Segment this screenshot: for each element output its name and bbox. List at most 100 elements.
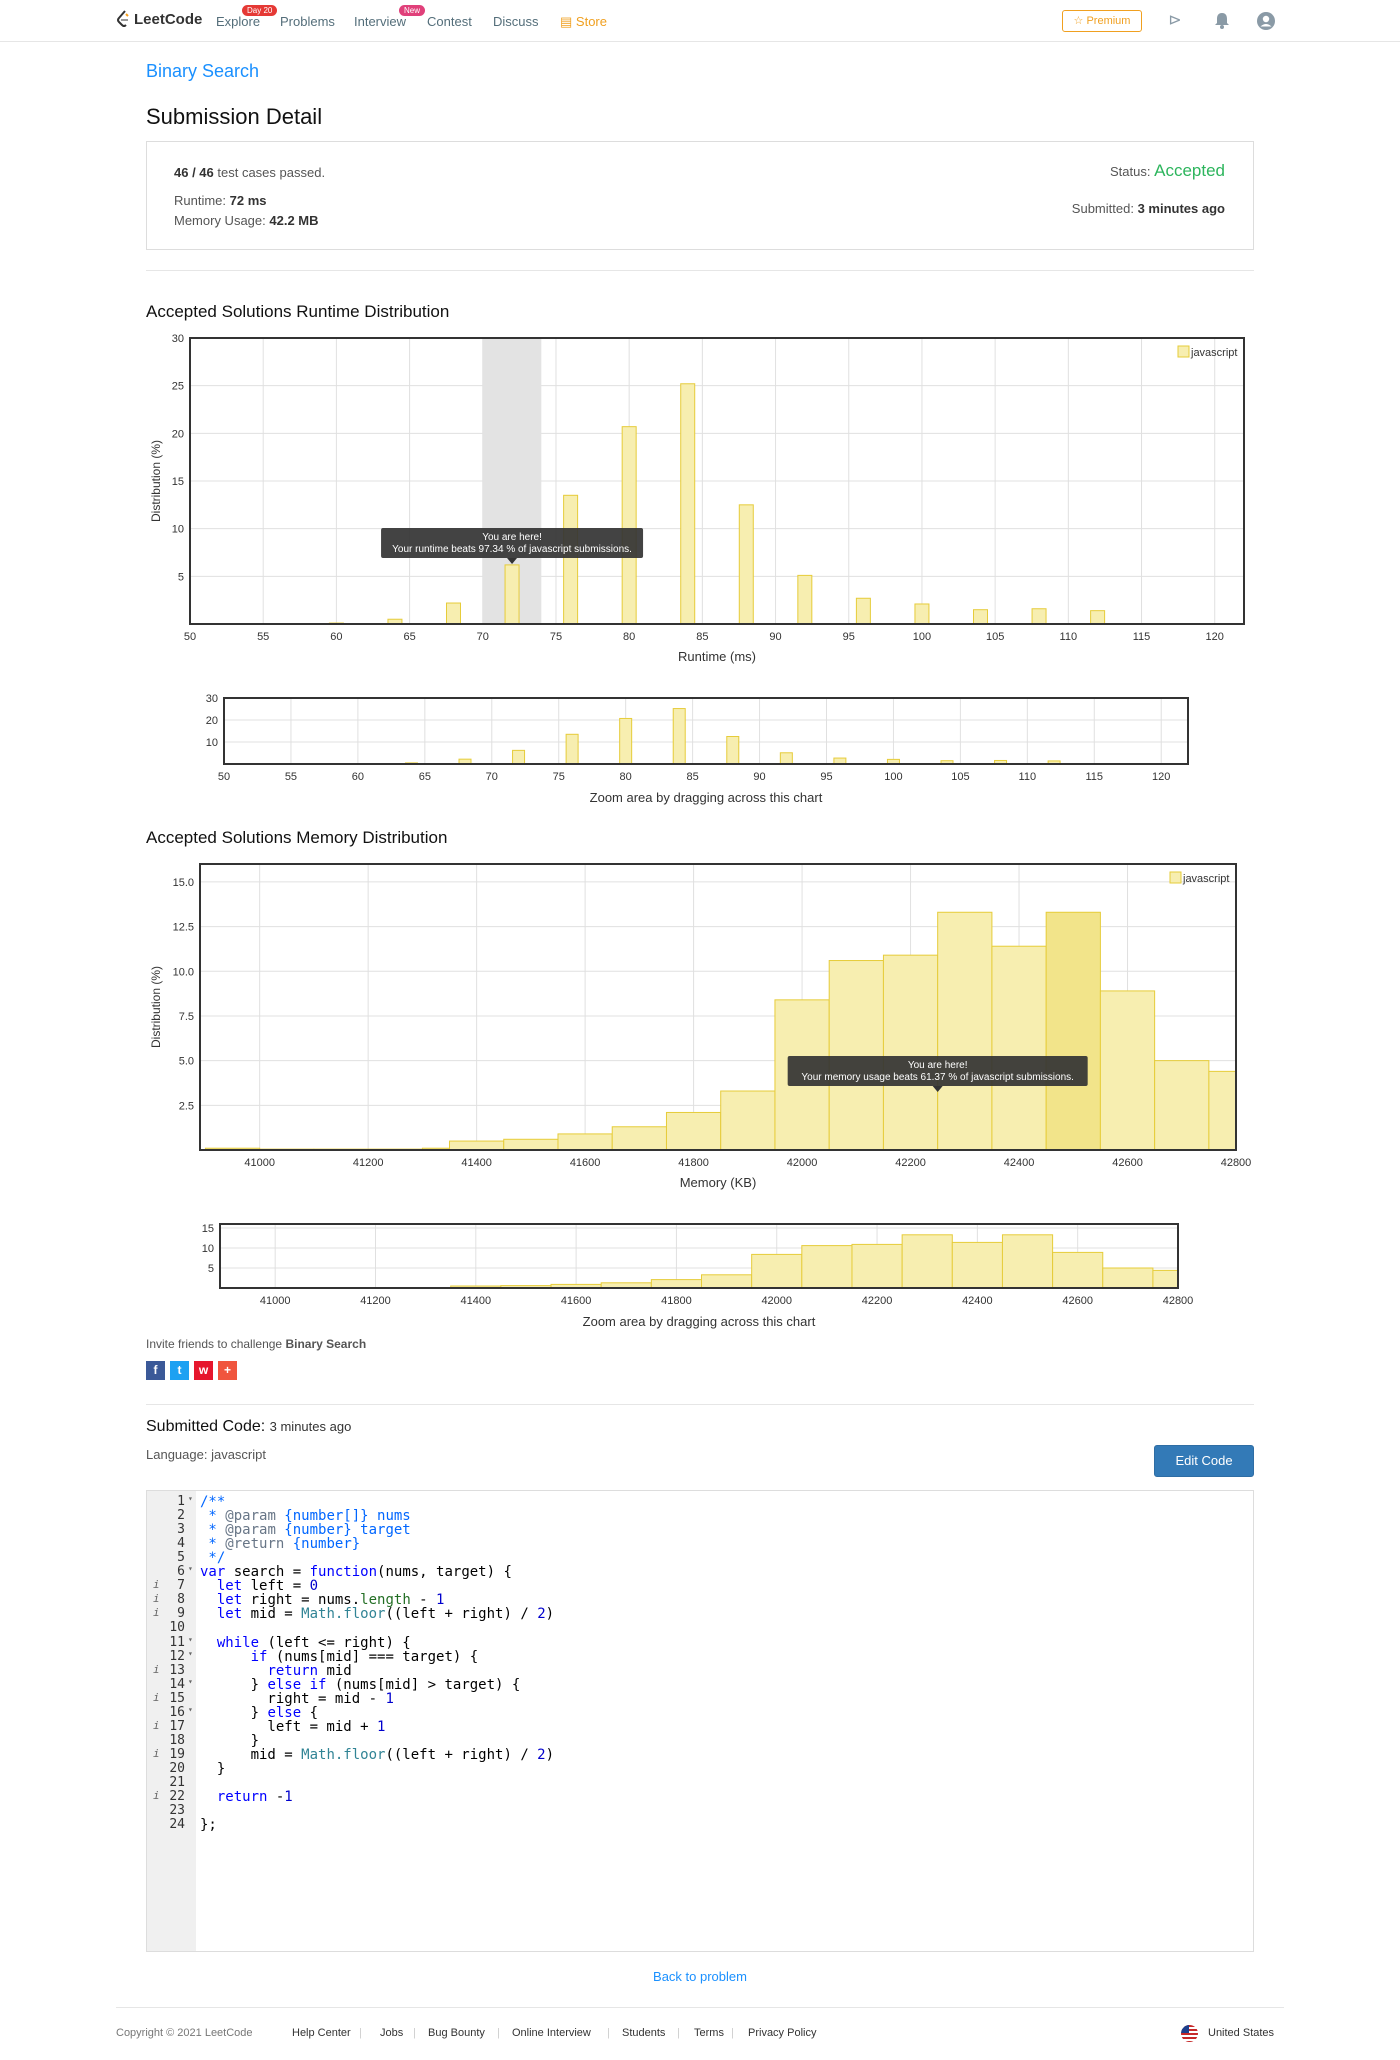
code-line[interactable]: 6 ▾ var search = function(nums, target) { xyxy=(147,1564,1253,1582)
code-line[interactable]: i 22 return -1 xyxy=(147,1789,1253,1807)
footer-link-online-interview[interactable]: Online Interview xyxy=(512,2027,591,2039)
code-line[interactable]: 24}; xyxy=(147,1817,1253,1835)
y-tick-label: 10 xyxy=(172,524,184,536)
fold-toggle-icon[interactable]: ▾ xyxy=(188,1704,193,1714)
nav-store[interactable]: ▤ Store xyxy=(560,14,607,30)
footer-link-privacy-policy[interactable]: Privacy Policy xyxy=(748,2027,817,2039)
x-tick-label: 85 xyxy=(686,771,698,783)
histogram-bar xyxy=(937,911,993,1151)
code-line[interactable]: 18 } xyxy=(147,1733,1253,1751)
nav-problems[interactable]: Problems xyxy=(280,14,335,29)
code-line[interactable]: 12 ▾ if (nums[mid] === target) { xyxy=(147,1649,1253,1667)
region-selector[interactable]: United States xyxy=(1208,2027,1275,2039)
x-tick-label: 75 xyxy=(550,631,562,643)
y-tick-label: 15.0 xyxy=(173,877,194,889)
code-line[interactable]: 11 ▾ while (left <= right) { xyxy=(147,1635,1253,1653)
twitter-icon[interactable]: t xyxy=(170,1361,189,1380)
histogram-bar xyxy=(1001,1234,1054,1289)
line-number: 20 xyxy=(169,1760,185,1776)
footer-link-help-center[interactable]: Help Center xyxy=(292,2027,351,2039)
code-line[interactable]: 16 ▾ } else { xyxy=(147,1705,1253,1723)
bell-icon[interactable] xyxy=(1212,12,1232,30)
fold-toggle-icon[interactable]: ▾ xyxy=(188,1676,193,1686)
code-line[interactable]: i 9 let mid = Math.floor((left + right) /… xyxy=(147,1606,1253,1624)
code-line[interactable]: 5 */ xyxy=(147,1550,1253,1568)
fold-toggle-icon[interactable]: ▾ xyxy=(188,1494,193,1503)
code-line[interactable]: 21 xyxy=(147,1775,1253,1793)
y-tick-label: 10.0 xyxy=(173,966,194,978)
code-line[interactable]: 14 ▾ } else if (nums[mid] > target) { xyxy=(147,1677,1253,1695)
more-share-icon[interactable]: + xyxy=(218,1361,237,1380)
runtime-zoom-navigator[interactable]: 50 55 60 65 70 75 80 85 90 95 100 105 110 115 120 10 20 3… xyxy=(146,690,1254,810)
code-line[interactable]: 1 ▾ /** xyxy=(147,1494,1253,1512)
code-line[interactable]: 10 xyxy=(147,1620,1253,1638)
code-line[interactable]: i 19 mid = Math.floor((left + right) / 2) xyxy=(147,1747,1253,1765)
memory-distribution-chart[interactable]: 41000 41200 41400 41600 41800 42000 42200 42400… xyxy=(146,856,1254,1196)
status-badge[interactable]: Accepted xyxy=(1154,161,1225,180)
fold-toggle-icon[interactable]: ▾ xyxy=(188,1564,193,1574)
nav-interview[interactable]: Interview xyxy=(354,14,407,29)
x-tick-label: 41000 xyxy=(244,1157,275,1169)
line-number: 6 xyxy=(177,1564,185,1580)
lint-info-icon[interactable]: i xyxy=(153,1690,160,1704)
back-to-problem-link[interactable]: Back to problem xyxy=(0,1969,1400,1984)
code-line[interactable]: 4 * @return {number} xyxy=(147,1536,1253,1554)
facebook-icon[interactable]: f xyxy=(146,1361,165,1380)
submitted-code-heading: Submitted Code: 3 minutes ago xyxy=(146,1418,351,1436)
weibo-icon[interactable]: w xyxy=(194,1361,213,1380)
breadcrumb[interactable]: Binary Search xyxy=(146,61,260,81)
y-tick-label: 2.5 xyxy=(179,1100,194,1112)
footer-link-students[interactable]: Students xyxy=(622,2027,666,2039)
histogram-bar xyxy=(914,603,930,625)
code-line[interactable]: i 8 let right = nums.length - 1 xyxy=(147,1592,1253,1610)
code-line[interactable]: i 7 let left = 0 xyxy=(147,1578,1253,1596)
code-line[interactable]: 2 * @param {number[]} nums xyxy=(147,1508,1253,1526)
fold-toggle-icon[interactable]: ▾ xyxy=(188,1634,193,1644)
interview-badge: New xyxy=(399,5,426,16)
code-line[interactable]: 23 xyxy=(147,1803,1253,1821)
line-number: 13 xyxy=(169,1662,185,1678)
histogram-bar xyxy=(563,494,579,625)
lint-info-icon[interactable]: i xyxy=(153,1578,160,1592)
zoom-hint: Zoom area by dragging across this chart xyxy=(590,790,823,805)
user-avatar-icon[interactable] xyxy=(1256,12,1276,30)
lint-info-icon[interactable]: i xyxy=(153,1606,160,1620)
lint-info-icon[interactable]: i xyxy=(153,1592,160,1606)
nav-contest[interactable]: Contest xyxy=(427,14,472,29)
playground-icon[interactable]: ⊳ xyxy=(1168,12,1182,29)
code-line[interactable]: i 17 left = mid + 1 xyxy=(147,1719,1253,1737)
code-editor[interactable]: 1 ▾/** 2 * @param {number[]} nums 3 * @para… xyxy=(146,1490,1254,1952)
lint-info-icon[interactable]: i xyxy=(153,1789,160,1803)
lint-info-icon[interactable]: i xyxy=(153,1746,160,1760)
code-line[interactable]: i 13 return mid xyxy=(147,1663,1253,1681)
code-text: } else { xyxy=(200,1704,319,1721)
lint-info-icon[interactable]: i xyxy=(153,1662,160,1676)
legend-swatch xyxy=(1177,345,1190,358)
code-line[interactable]: 20 } xyxy=(147,1761,1253,1779)
code-line[interactable]: 3 * @param {number} target xyxy=(147,1522,1253,1540)
line-number: 5 xyxy=(177,1550,185,1566)
line-number: 8 xyxy=(177,1592,185,1608)
footer-link-bug-bounty[interactable]: Bug Bounty xyxy=(428,2027,485,2039)
divider xyxy=(146,270,1254,271)
tooltip: You are here!Your runtime beats 97.34 % … xyxy=(381,528,644,564)
tooltip-arrow xyxy=(507,558,518,564)
premium-button[interactable]: ☆ Premium xyxy=(1062,10,1142,32)
passed-suffix: test cases passed. xyxy=(217,165,326,180)
footer-link-jobs[interactable]: Jobs xyxy=(380,2027,404,2039)
y-tick-label: 10 xyxy=(206,737,218,749)
fold-toggle-icon[interactable]: ▾ xyxy=(188,1648,193,1658)
code-line[interactable]: i 15 right = mid - 1 xyxy=(147,1691,1253,1709)
edit-code-button[interactable]: Edit Code xyxy=(1154,1445,1254,1477)
memory-zoom-navigator[interactable]: 41000 41200 41400 41600 41800 42000 42200 42400… xyxy=(146,1212,1254,1330)
top-nav: LeetCode Explore Day 20 Problems Intervi… xyxy=(0,0,1400,42)
nav-discuss[interactable]: Discuss xyxy=(493,14,539,29)
x-tick-label: 42800 xyxy=(1163,1295,1194,1307)
leetcode-logo[interactable]: LeetCode xyxy=(116,10,202,28)
nav-explore[interactable]: Explore xyxy=(216,14,261,29)
footer-link-terms[interactable]: Terms xyxy=(694,2027,724,2039)
runtime-distribution-chart[interactable]: 50 55 60 65 70 75 80 85 90 95 100 105 110 115 120 5 10 15… xyxy=(146,330,1254,670)
lint-info-icon[interactable]: i xyxy=(153,1718,160,1732)
footer-separator: | xyxy=(413,2027,416,2039)
y-tick-label: 20 xyxy=(206,715,218,727)
